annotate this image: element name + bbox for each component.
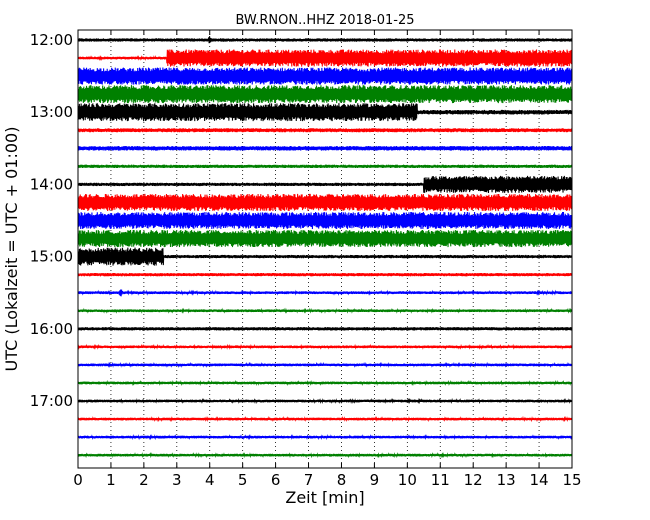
seismic-trace (77, 327, 573, 331)
y-tick-label: 17:00 (30, 392, 73, 410)
seismic-trace (77, 452, 573, 459)
x-tick-label: 1 (106, 471, 116, 489)
seismic-trace (77, 415, 573, 423)
y-tick-label: 15:00 (30, 248, 73, 266)
seismic-trace (77, 361, 573, 368)
x-tick-label: 13 (497, 471, 516, 489)
x-tick-label: 2 (139, 471, 149, 489)
x-tick-label: 0 (73, 471, 83, 489)
x-tick-label: 5 (238, 471, 248, 489)
seismic-trace (77, 49, 573, 67)
seismic-trace (77, 128, 573, 133)
x-tick-label: 10 (398, 471, 417, 489)
y-tick-label: 16:00 (30, 320, 73, 338)
seismic-trace (77, 145, 573, 151)
y-tick-label: 13:00 (30, 103, 73, 121)
seismic-trace (77, 272, 573, 277)
x-axis-ticks: 0 1 2 3 4 5 6 7 8 9 10 11 12 13 14 15 (73, 30, 582, 489)
seismic-trace (77, 85, 573, 104)
seismic-trace (77, 36, 573, 44)
x-tick-label: 11 (431, 471, 450, 489)
seismic-trace (77, 175, 573, 193)
seismic-trace (77, 193, 573, 211)
x-tick-label: 15 (562, 471, 581, 489)
seismic-trace (77, 379, 573, 387)
x-tick-label: 4 (205, 471, 215, 489)
seismic-trace (77, 211, 573, 230)
seismic-trace (77, 229, 573, 248)
seismic-trace (77, 343, 573, 350)
x-axis-label: Zeit [min] (285, 488, 364, 507)
y-axis-label: UTC (Lokalzeit = UTC + 01:00) (2, 127, 21, 372)
plot-frame (77, 29, 573, 469)
x-tick-label: 8 (337, 471, 347, 489)
seismic-trace (77, 247, 573, 266)
seismic-trace (77, 289, 573, 297)
x-tick-label: 12 (464, 471, 483, 489)
seismic-trace (77, 103, 573, 122)
x-tick-label: 9 (370, 471, 380, 489)
seismic-trace (77, 164, 573, 169)
x-tick-label: 7 (304, 471, 314, 489)
x-tick-label: 14 (530, 471, 549, 489)
seismic-trace (77, 67, 573, 85)
chart-title: BW.RNON..HHZ 2018-01-25 (235, 13, 414, 28)
y-tick-label: 14:00 (30, 175, 73, 193)
x-tick-label: 3 (172, 471, 182, 489)
y-tick-label: 12:00 (30, 31, 73, 49)
seismic-trace (77, 307, 573, 314)
seismic-trace (77, 397, 573, 405)
seismic-trace (77, 434, 573, 441)
y-axis-ticks: 12:00 13:00 14:00 15:00 16:00 17:00 (30, 31, 572, 410)
x-tick-label: 6 (271, 471, 281, 489)
seismic-traces (77, 36, 573, 459)
